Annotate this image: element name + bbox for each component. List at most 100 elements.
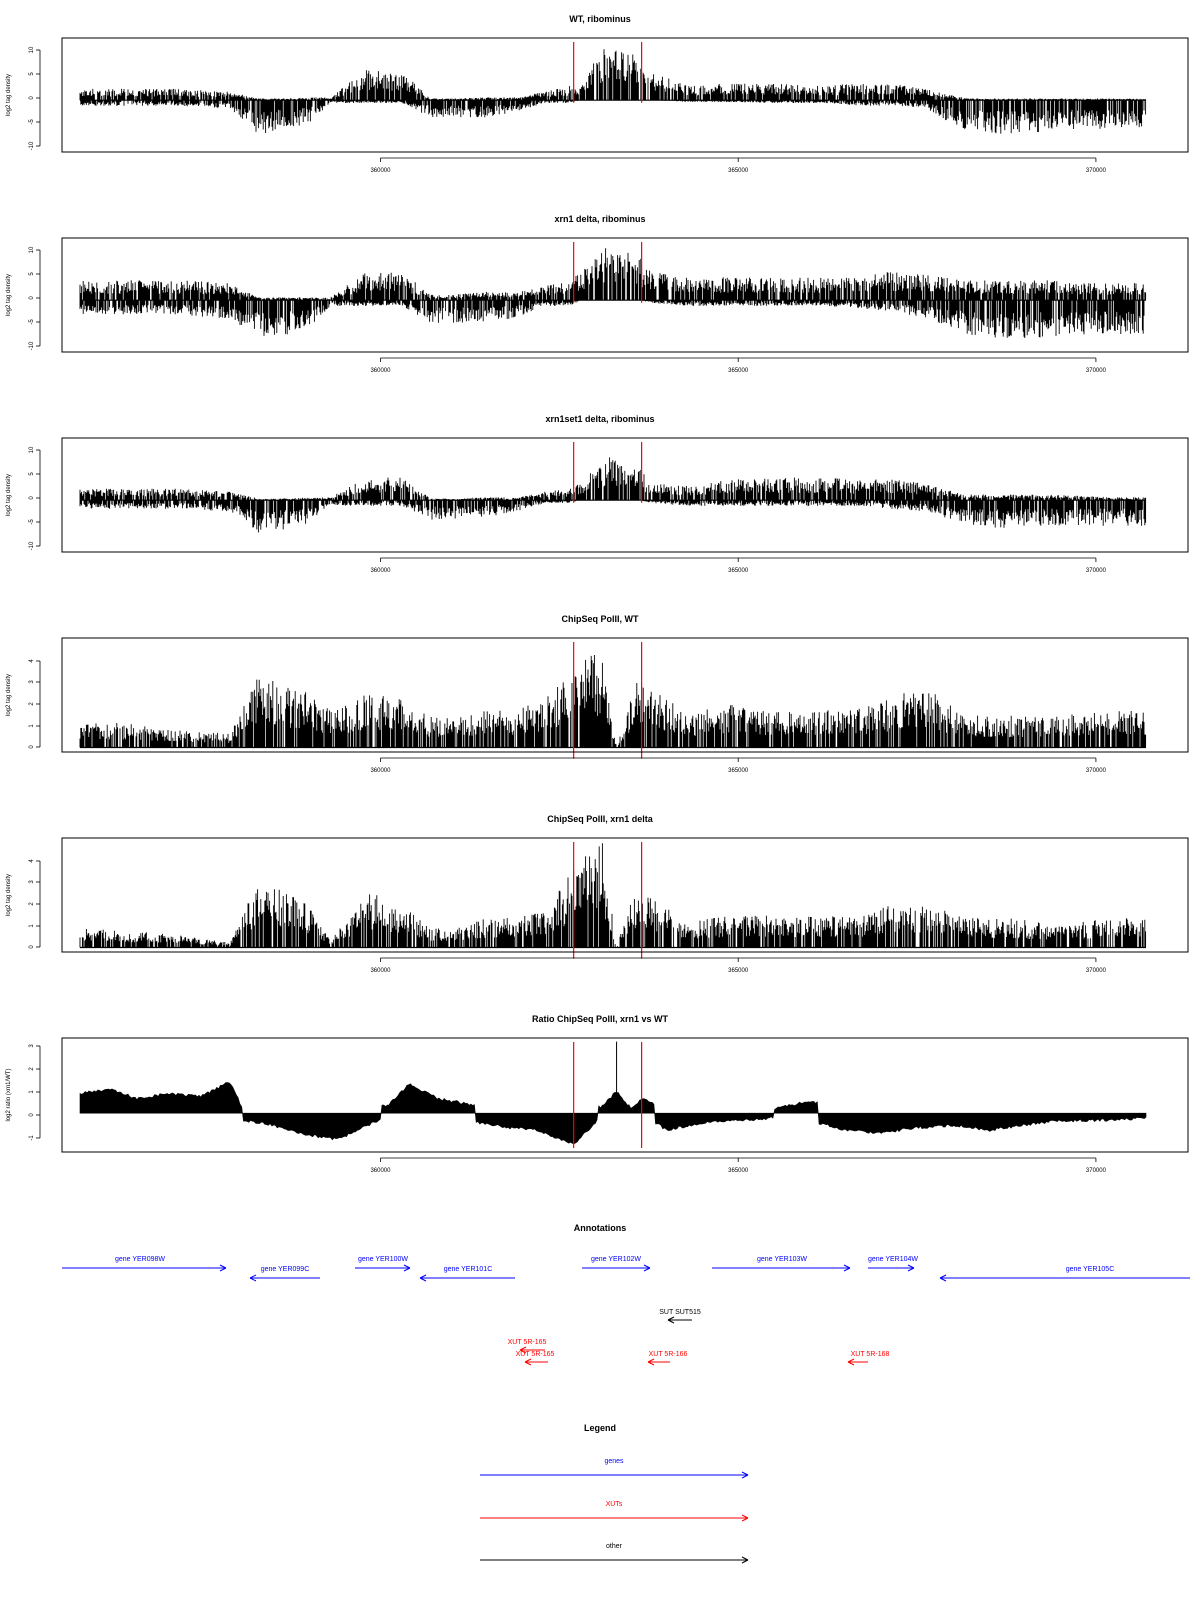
x-tick-label: 365000	[728, 568, 749, 574]
xut-arrow: XUT 5R-165	[508, 1339, 547, 1354]
y-tick-label: -5	[29, 119, 35, 125]
sut-arrow: SUT SUT515	[659, 1309, 701, 1324]
x-tick-label: 370000	[1086, 168, 1107, 174]
y-tick-label: -5	[29, 519, 35, 525]
panel-frame	[61, 637, 1189, 753]
x-tick-label: 365000	[728, 168, 749, 174]
panel-wt: WT, ribominus 10 5 0 -5 -10 log2 tag density 36…	[6, 14, 1189, 174]
xut-label: XUT 5R-166	[649, 1351, 688, 1358]
arrow-head	[524, 1358, 532, 1366]
x-tick-label: 365000	[728, 968, 749, 974]
y-tick-label: 4	[29, 659, 35, 663]
y-tick-label: 3	[29, 880, 35, 884]
panel-frame	[61, 437, 1189, 553]
gene-arrow: gene YER104W	[868, 1256, 918, 1272]
y-tick-label: 5	[29, 472, 35, 476]
gene-arrow: gene YER105C	[939, 1266, 1190, 1282]
gene-label: gene YER098W	[115, 1256, 165, 1263]
y-tick-label: 0	[29, 96, 35, 100]
panel-frame	[61, 37, 1189, 153]
gene-arrow: gene YER101C	[419, 1266, 515, 1282]
y-tick-label: 1	[29, 1090, 35, 1094]
x-tick-label: 360000	[370, 968, 391, 974]
xut-label: XUT 5R-168	[851, 1351, 890, 1358]
y-tick-label: 1	[29, 724, 35, 728]
legend-title: Legend	[584, 1423, 616, 1433]
y-tick-label: 2	[29, 702, 35, 706]
panel-title: xrn1set1 delta, ribominus	[545, 414, 654, 424]
x-tick-label: 370000	[1086, 768, 1107, 774]
y-tick-label: 3	[29, 1044, 35, 1048]
arrow-head	[741, 1514, 749, 1522]
panel-xrn1: xrn1 delta, ribominus 10 5 0 -5 -10 log2 tag d…	[6, 214, 1189, 374]
arrow-head	[667, 1316, 675, 1324]
arrow-head	[939, 1274, 947, 1282]
y-tick-label: 0	[29, 296, 35, 300]
gene-label: gene YER099C	[261, 1266, 310, 1273]
gene-label: gene YER100W	[358, 1256, 408, 1263]
legend-item-genes: genes	[480, 1458, 749, 1479]
xut-label: XUT 5R-165	[516, 1351, 555, 1358]
y-axis-label: log2 tag density	[6, 274, 12, 316]
panel-frame	[61, 837, 1189, 953]
y-axis-label: log2 ratio (xrn1/WT)	[6, 1068, 12, 1121]
panel-title: xrn1 delta, ribominus	[554, 214, 645, 224]
arrow-head	[741, 1471, 749, 1479]
gene-arrow: gene YER099C	[249, 1266, 320, 1282]
y-tick-label: -1	[29, 1135, 35, 1141]
panel-title: Ratio ChipSeq PolII, xrn1 vs WT	[532, 1014, 669, 1024]
gene-arrow: gene YER102W	[582, 1256, 651, 1272]
xut-arrow: XUT 5R-168	[847, 1351, 890, 1366]
arrow-head	[419, 1274, 427, 1282]
gene-label: gene YER105C	[1066, 1266, 1115, 1273]
x-tick-label: 370000	[1086, 368, 1107, 374]
panel-frame	[61, 237, 1189, 353]
arrow-head	[847, 1358, 855, 1366]
y-tick-label: -10	[29, 541, 35, 550]
y-tick-label: -10	[29, 141, 35, 150]
legend-label: genes	[604, 1458, 624, 1465]
panel-title: ChipSeq PolII, WT	[562, 614, 639, 624]
signal-bars-negative	[79, 300, 1145, 338]
x-tick-label: 360000	[370, 768, 391, 774]
legend-item-other: other	[480, 1543, 749, 1564]
arrow-head	[249, 1274, 257, 1282]
signal-bars-positive	[79, 49, 1147, 101]
signal-bars-positive	[79, 248, 1147, 301]
arrow-head	[643, 1264, 651, 1272]
y-tick-label: 2	[29, 1067, 35, 1071]
arrow-head	[741, 1556, 749, 1564]
gene-label: gene YER104W	[868, 1256, 918, 1263]
arrow-head	[219, 1264, 227, 1272]
panel-title: WT, ribominus	[569, 14, 631, 24]
signal-bars-positive	[79, 655, 1147, 748]
legend-section: Legend genes XUTs other	[480, 1423, 749, 1564]
y-tick-label: 2	[29, 902, 35, 906]
gene-label: gene YER102W	[591, 1256, 641, 1263]
y-tick-label: 0	[29, 945, 35, 949]
y-tick-label: 5	[29, 72, 35, 76]
arrow-head	[647, 1358, 655, 1366]
panel-frame	[61, 1037, 1189, 1153]
annotations-title: Annotations	[574, 1223, 627, 1233]
x-tick-label: 365000	[728, 1168, 749, 1174]
x-tick-label: 370000	[1086, 1168, 1107, 1174]
x-tick-label: 370000	[1086, 568, 1107, 574]
x-tick-label: 370000	[1086, 968, 1107, 974]
x-tick-label: 360000	[370, 368, 391, 374]
x-tick-label: 360000	[370, 568, 391, 574]
ratio-area	[79, 1082, 1147, 1145]
y-tick-label: 10	[29, 46, 35, 53]
arrow-head	[843, 1264, 851, 1272]
signal-bars-positive	[79, 843, 1147, 948]
y-tick-label: 3	[29, 680, 35, 684]
y-tick-label: 10	[29, 446, 35, 453]
x-tick-label: 360000	[370, 1168, 391, 1174]
xut-label: XUT 5R-165	[508, 1339, 547, 1346]
y-axis-label: log2 tag density	[6, 74, 12, 116]
y-axis-label: log2 tag density	[6, 674, 12, 716]
legend-label: other	[606, 1543, 623, 1550]
